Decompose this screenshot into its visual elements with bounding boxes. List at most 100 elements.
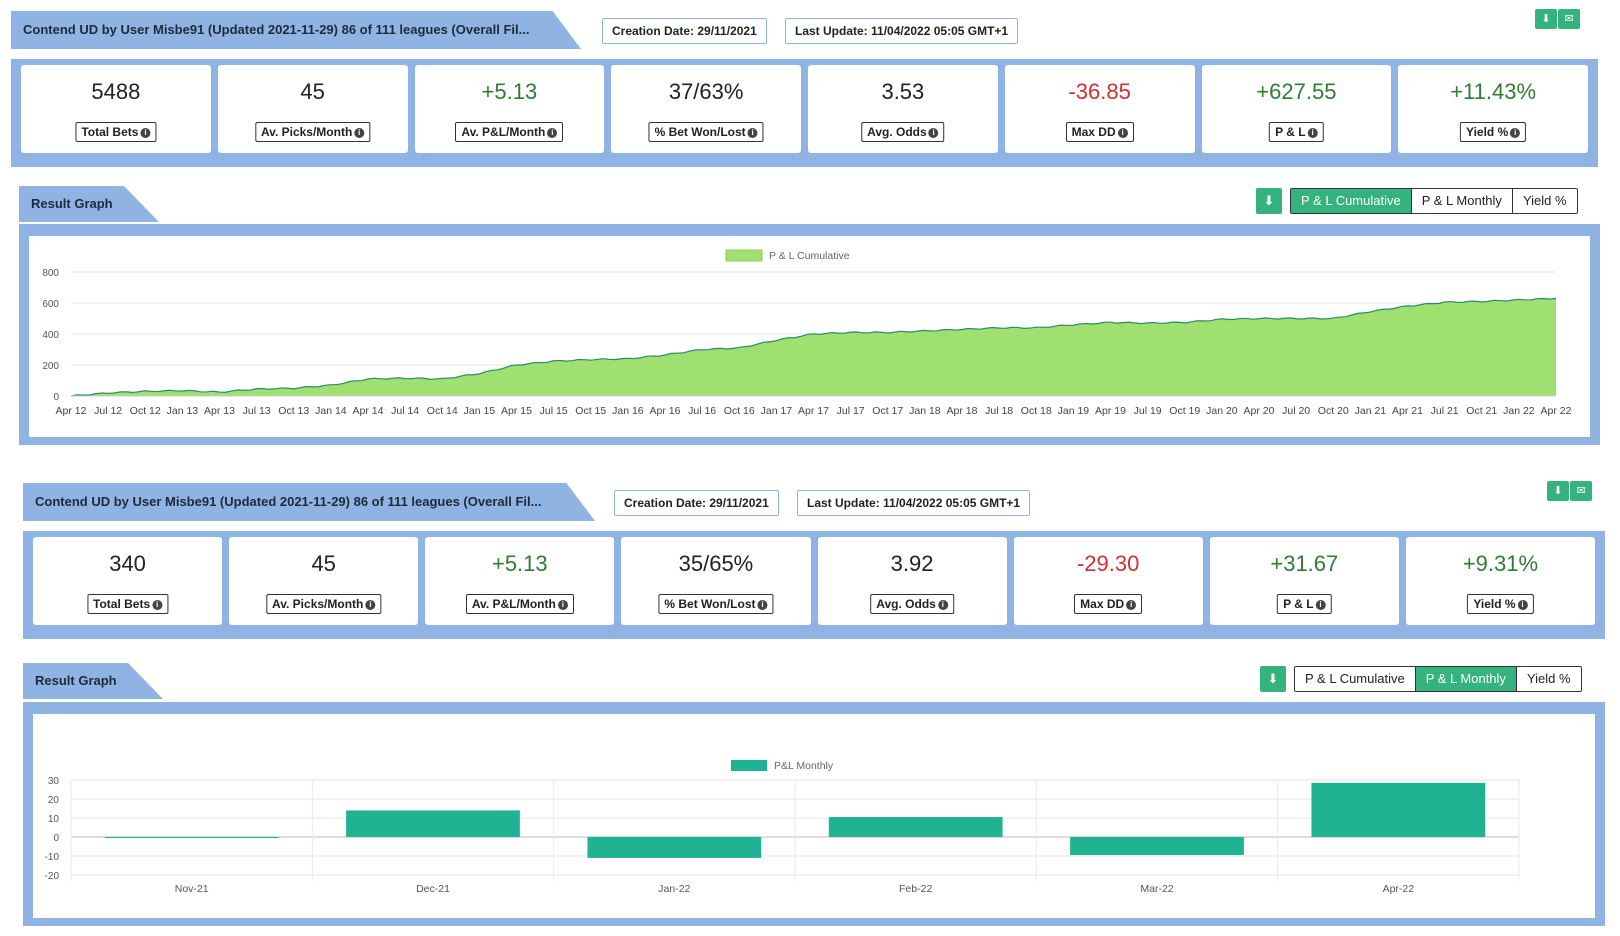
x-tick-label: Oct 15	[575, 405, 606, 417]
x-tick-label: Apr 15	[501, 405, 532, 417]
info-icon[interactable]: i	[1126, 599, 1137, 610]
info-icon[interactable]: i	[1517, 599, 1528, 610]
x-tick-label: Apr 12	[56, 405, 87, 417]
x-tick-label: Jan 13	[167, 405, 199, 417]
tab-pl-cumulative[interactable]: P & L Cumulative	[1291, 189, 1412, 213]
stat-label-text: Total Bets	[81, 125, 139, 139]
stat-card: 35/65% % Bet Won/Lost i	[621, 537, 811, 625]
info-icon[interactable]: i	[1307, 127, 1318, 138]
creation-date: Creation Date: 29/11/2021	[614, 490, 779, 516]
stat-value: 3.53	[881, 79, 925, 104]
x-tick-label: Apr 14	[353, 405, 384, 417]
stat-card: +9.31% Yield % i	[1405, 537, 1595, 625]
stat-label-text: Av. Picks/Month	[272, 597, 364, 611]
stat-label[interactable]: Av. P&L/Month i	[455, 122, 564, 142]
info-icon[interactable]: i	[747, 127, 758, 138]
stat-value: 45	[300, 79, 325, 104]
stat-label[interactable]: Yield % i	[1467, 594, 1534, 614]
stat-value: 37/63%	[668, 79, 744, 104]
info-icon[interactable]: i	[365, 599, 376, 610]
tab-pl-monthly[interactable]: P & L Monthly	[1415, 667, 1517, 691]
x-tick-label: Jan 17	[761, 405, 793, 417]
tab-yield[interactable]: Yield %	[1516, 667, 1581, 691]
x-tick-label: Feb-22	[899, 883, 932, 895]
stat-label[interactable]: Avg. Odds i	[870, 594, 954, 614]
stat-card: -29.30 Max DD i	[1013, 537, 1203, 625]
stat-label[interactable]: Av. Picks/Month i	[254, 122, 371, 142]
info-icon[interactable]: i	[1510, 127, 1521, 138]
bar	[1070, 837, 1244, 856]
stat-card: +5.13 Av. P&L/Month i	[425, 537, 615, 625]
strategy-panel-2: Contend UD by User Misbe91 (Updated 2021…	[0, 472, 1620, 936]
bar	[587, 837, 762, 858]
stat-label[interactable]: Av. Picks/Month i	[266, 594, 382, 614]
info-icon[interactable]: i	[937, 599, 948, 610]
stat-card: 5488 Total Bets i	[21, 65, 211, 153]
bar	[346, 810, 520, 837]
bar	[828, 817, 1003, 837]
stat-label-text: Avg. Odds	[867, 125, 927, 139]
info-icon[interactable]: i	[757, 599, 768, 610]
stat-value: 45	[311, 551, 336, 576]
stat-label-text: P & L	[1275, 125, 1306, 139]
x-tick-label: Jul 16	[688, 405, 716, 417]
tab-pl-cumulative[interactable]: P & L Cumulative	[1295, 667, 1416, 691]
bar	[104, 837, 279, 838]
stat-card: 3.53 Avg. Odds i	[808, 65, 998, 153]
info-icon[interactable]: i	[152, 599, 163, 610]
download-icon[interactable]: ⬇	[1535, 9, 1557, 29]
stat-label-text: Yield %	[1466, 125, 1509, 139]
y-tick-label: 200	[42, 361, 59, 372]
x-tick-label: Jan 18	[909, 405, 941, 417]
stat-label[interactable]: Avg. Odds i	[861, 122, 945, 142]
x-tick-label: Jan-22	[658, 883, 690, 895]
stat-label[interactable]: Total Bets i	[75, 122, 157, 142]
stats-bar: 340 Total Bets i 45 Av. Picks/Month i +5.13 Av.…	[23, 531, 1605, 639]
graph-title: Result Graph	[19, 186, 159, 222]
stat-label[interactable]: Total Bets i	[87, 594, 169, 614]
x-tick-label: Jan 21	[1355, 405, 1387, 417]
x-tick-label: Mar-22	[1140, 883, 1173, 895]
x-tick-label: Apr-22	[1383, 883, 1415, 895]
x-tick-label: Jul 20	[1282, 405, 1310, 417]
stat-card: -36.85 Max DD i	[1004, 65, 1195, 153]
x-tick-label: Oct 12	[130, 405, 161, 417]
last-update: Last Update: 11/04/2022 05:05 GMT+1	[797, 490, 1031, 516]
x-tick-label: Apr 18	[947, 405, 978, 417]
x-tick-label: Oct 18	[1021, 405, 1052, 417]
tab-yield[interactable]: Yield %	[1512, 189, 1577, 213]
legend-label: P&L Monthly	[774, 760, 834, 772]
stat-label[interactable]: % Bet Won/Lost i	[648, 122, 764, 142]
x-tick-label: Jan 22	[1503, 405, 1535, 417]
info-icon[interactable]: i	[557, 599, 568, 610]
stat-label-text: % Bet Won/Lost	[664, 597, 756, 611]
chart-frame: 0 200 400 600 800 Apr 12 Jul 12 Oct 12 Jan 13 Apr…	[19, 224, 1600, 445]
download-icon[interactable]: ⬇	[1547, 481, 1569, 501]
legend-swatch	[725, 249, 763, 262]
download-icon[interactable]: ⬇	[1260, 666, 1286, 692]
graph-toggle: P & L Cumulative P & L Monthly Yield %	[1290, 188, 1578, 214]
tab-pl-monthly[interactable]: P & L Monthly	[1411, 189, 1513, 213]
envelope-icon[interactable]: ✉	[1558, 9, 1580, 29]
info-icon[interactable]: i	[1315, 599, 1326, 610]
info-icon[interactable]: i	[140, 127, 151, 138]
download-icon[interactable]: ⬇	[1256, 188, 1282, 214]
stat-value: 35/65%	[678, 551, 754, 576]
info-icon[interactable]: i	[547, 127, 558, 138]
stat-label[interactable]: Av. P&L/Month i	[465, 594, 574, 614]
envelope-icon[interactable]: ✉	[1570, 481, 1592, 501]
y-tick-label: 20	[48, 795, 60, 806]
stat-label[interactable]: Yield % i	[1460, 122, 1527, 142]
stat-label[interactable]: Max DD i	[1074, 594, 1143, 614]
stat-label[interactable]: % Bet Won/Lost i	[658, 594, 774, 614]
stat-label[interactable]: Max DD i	[1065, 122, 1134, 142]
stat-value: 5488	[91, 79, 141, 104]
info-icon[interactable]: i	[928, 127, 939, 138]
info-icon[interactable]: i	[354, 127, 365, 138]
x-tick-label: Apr 16	[650, 405, 681, 417]
strategy-panel-1: Contend UD by User Misbe91 (Updated 2021…	[0, 0, 1620, 450]
info-icon[interactable]: i	[1117, 127, 1128, 138]
last-update: Last Update: 11/04/2022 05:05 GMT+1	[785, 18, 1019, 44]
